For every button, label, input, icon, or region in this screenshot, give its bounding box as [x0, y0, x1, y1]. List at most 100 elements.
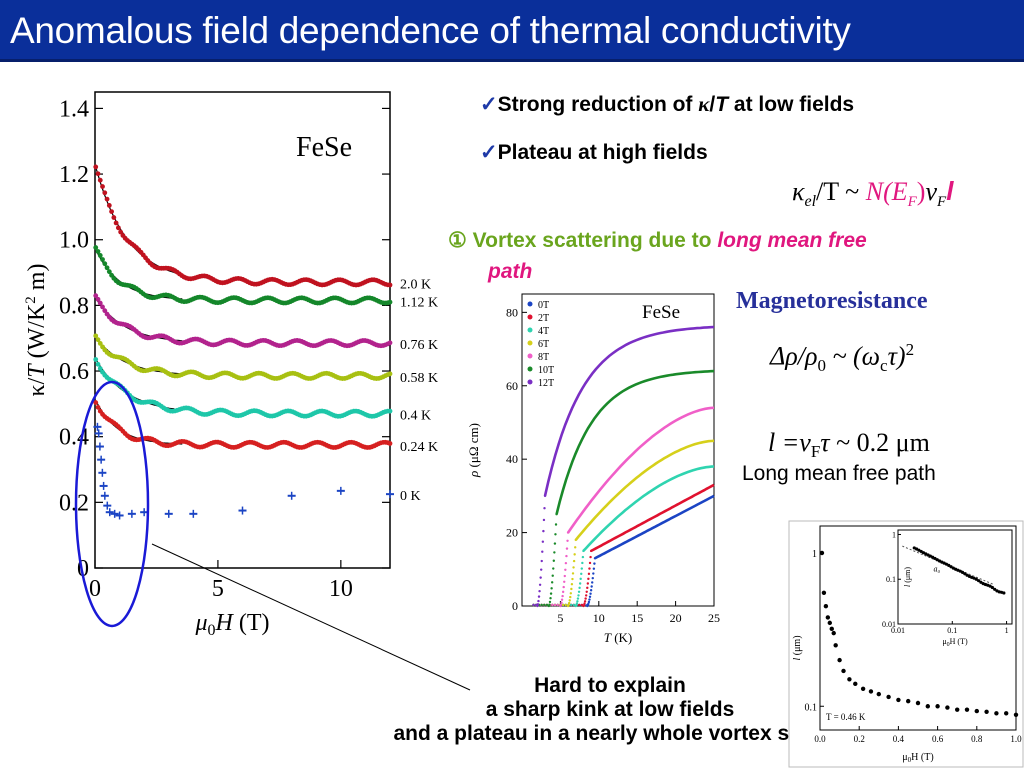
- vortex-scattering-line1: ① Vortex scattering due to long mean fre…: [448, 228, 867, 253]
- data-point: [387, 299, 393, 305]
- data-point: [571, 577, 574, 581]
- data-point: [592, 567, 596, 570]
- label-part: (T): [955, 637, 968, 646]
- data-point: [564, 603, 567, 607]
- bullet-text: Strong reduction of: [497, 93, 699, 116]
- bottom-line-1: Hard to explain: [534, 674, 686, 697]
- series-1: [93, 245, 393, 306]
- data-point: [540, 568, 543, 571]
- series-line: [574, 439, 715, 541]
- inset-data-point: [990, 585, 994, 590]
- x-tick-label: 0: [89, 576, 101, 602]
- bullet-text-post: at low fields: [728, 93, 855, 116]
- lf-sub-f: F: [810, 442, 821, 462]
- data-point: [550, 581, 554, 584]
- data-point: [584, 597, 587, 600]
- inset-fit-line: [902, 545, 995, 586]
- data-point: [915, 700, 921, 706]
- legend-label: 4T: [538, 326, 549, 337]
- x-tick-label: 0.6: [932, 734, 944, 744]
- inset-data-point: [976, 579, 981, 583]
- x-tick-label: 1.0: [1010, 734, 1022, 744]
- data-point: [925, 704, 930, 709]
- data-point: [587, 572, 591, 576]
- series-label: 2.0 K: [400, 277, 431, 292]
- resistivity-chart: 0 20 40 60 80 5 10 15 20 25 T (K) ρ (μΩ cm) FeSe 0T 2T…: [466, 293, 720, 645]
- data-point: [571, 572, 575, 575]
- kappa-el-formula: κel/T ~ N(EF)vFl: [792, 176, 953, 211]
- lf-l: l: [768, 428, 776, 457]
- label-part: (K): [611, 630, 632, 645]
- series-label: 0.4 K: [400, 409, 431, 424]
- data-point: [568, 599, 571, 602]
- data-point: [567, 603, 570, 607]
- y-tick-label: 40: [506, 452, 518, 466]
- y-tick-label: 0.8: [59, 293, 89, 319]
- data-point: [591, 576, 594, 580]
- data-point: [572, 559, 576, 563]
- data-point: [974, 708, 979, 714]
- data-point: [577, 594, 580, 597]
- legend-label: 6T: [538, 339, 549, 350]
- data-point: [825, 615, 831, 620]
- mr-sup-2: 2: [905, 340, 915, 359]
- label-part: (T): [233, 610, 270, 636]
- data-point: [539, 576, 542, 579]
- data-point: [532, 603, 535, 607]
- y-axis-label: ρ (μΩ cm): [466, 423, 481, 478]
- data-point: [827, 620, 832, 626]
- data-point: [821, 590, 827, 595]
- data-point: [97, 253, 103, 258]
- data-point: [113, 220, 119, 226]
- data-point: [93, 293, 99, 299]
- label-part: 0: [908, 756, 912, 764]
- series-line: [555, 369, 715, 515]
- label-part: μ: [902, 752, 907, 763]
- t-symbol: T: [715, 93, 729, 116]
- data-point: [569, 592, 573, 595]
- data-point: [819, 550, 825, 556]
- x-tick-label: 0.4: [893, 734, 905, 744]
- data-point: [548, 600, 552, 604]
- data-point: [100, 184, 105, 189]
- data-point: [945, 705, 950, 710]
- data-point: [565, 554, 568, 558]
- mr-tau: τ): [887, 341, 906, 371]
- data-point: [536, 603, 540, 606]
- x-tick-label: 10: [329, 576, 353, 602]
- legend-marker: [527, 301, 533, 307]
- y-tick-label: 1.2: [59, 162, 89, 188]
- label-part: l: [903, 584, 912, 587]
- mr-formula: Δρ/ρ0 ~ (ωcτ)2: [770, 340, 914, 376]
- data-point: [906, 698, 911, 704]
- data-point: [994, 711, 999, 716]
- bottom-line-3: and a plateau in a nearly whole vortex s…: [393, 722, 827, 745]
- data-point: [95, 296, 101, 302]
- data-point: [562, 585, 565, 589]
- data-point: [588, 561, 592, 565]
- data-point: [587, 602, 590, 606]
- data-point: [104, 196, 110, 202]
- data-point: [97, 300, 103, 306]
- inset-y-tick-label: 0.1: [886, 575, 896, 584]
- sample-label: FeSe: [296, 132, 352, 163]
- data-point: [579, 577, 582, 581]
- data-point: [587, 600, 591, 604]
- series-3: [532, 439, 715, 608]
- data-point: [580, 572, 583, 576]
- formula-kappa: κ: [792, 177, 805, 206]
- legend-label: 10T: [538, 365, 554, 376]
- data-point: [570, 587, 573, 591]
- mr-delta-rho: Δρ/ρ: [770, 341, 818, 371]
- series-label: 0.58 K: [400, 371, 438, 386]
- plot-frame: [94, 91, 391, 569]
- lf-eq: =v: [775, 428, 811, 457]
- data-point: [537, 595, 541, 598]
- label-part: μ: [942, 637, 946, 646]
- label-part: H: [911, 752, 918, 763]
- data-point: [576, 597, 580, 600]
- series-label: 0 K: [400, 489, 421, 504]
- x-axis-label: μ0H (T): [194, 610, 269, 639]
- data-point: [833, 643, 838, 648]
- formula-sub-vf: F: [937, 194, 947, 211]
